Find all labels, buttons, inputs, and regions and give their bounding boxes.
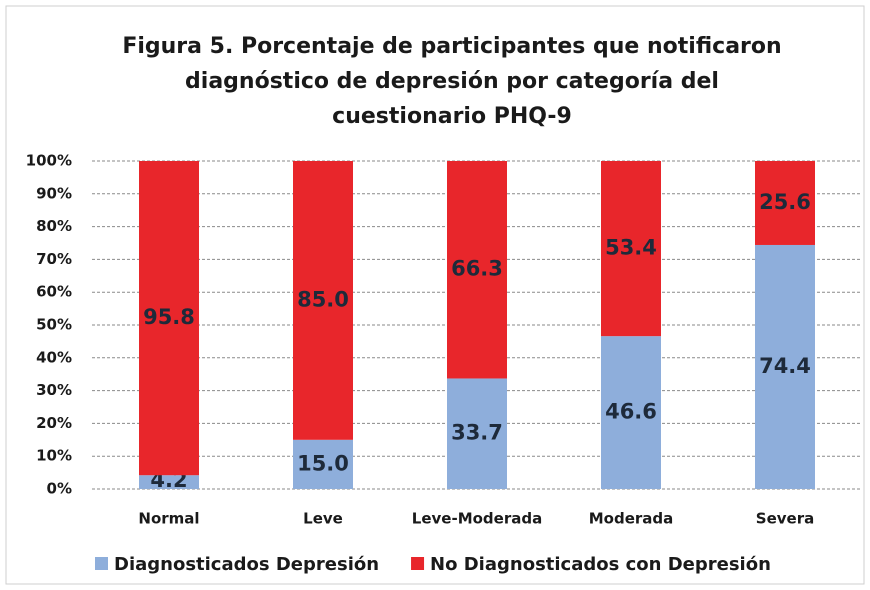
data-label: 66.3 [451, 257, 503, 281]
y-tick-label: 10% [36, 447, 72, 465]
bar-segment [139, 475, 199, 489]
y-tick-label: 0% [47, 480, 72, 498]
x-tick-label: Leve [303, 510, 343, 528]
y-tick-label: 60% [36, 283, 72, 301]
data-label: 53.4 [605, 236, 657, 260]
bar-segment [293, 439, 353, 489]
legend-swatch [95, 557, 108, 570]
data-label: 95.8 [143, 305, 195, 329]
legend-label: No Diagnosticados con Depresión [430, 554, 771, 575]
legend-swatch [411, 557, 425, 570]
bar-segment [139, 161, 199, 476]
y-tick-label: 30% [36, 381, 72, 399]
bar-segment [755, 161, 815, 245]
bar-segment [293, 161, 353, 440]
y-tick-label: 90% [36, 184, 72, 202]
data-label: 74.4 [759, 354, 811, 378]
bar-segment [447, 378, 507, 489]
y-tick-label: 20% [36, 414, 72, 432]
bar-segment [601, 161, 661, 337]
bar-segment [755, 244, 815, 489]
y-tick-label: 40% [36, 348, 72, 366]
data-label: 46.6 [605, 400, 657, 424]
x-tick-label: Severa [756, 510, 814, 528]
chart-title: diagnóstico de depresión por categoría d… [185, 69, 719, 94]
y-tick-label: 70% [36, 250, 72, 268]
chart-title: cuestionario PHQ-9 [332, 104, 572, 129]
data-label: 85.0 [297, 287, 349, 311]
x-tick-label: Moderada [589, 510, 674, 528]
data-label: 25.6 [759, 190, 811, 214]
chart-title: Figura 5. Porcentaje de participantes qu… [122, 34, 781, 59]
legend-label: Diagnosticados Depresión [114, 554, 379, 575]
x-tick-label: Normal [138, 510, 199, 528]
y-tick-label: 50% [36, 316, 72, 334]
data-label: 15.0 [297, 451, 349, 475]
x-tick-label: Leve-Moderada [412, 510, 542, 528]
data-label: 33.7 [451, 421, 503, 445]
y-tick-label: 100% [26, 152, 72, 170]
bar-segment [447, 161, 507, 379]
y-tick-label: 80% [36, 217, 72, 235]
bar-segment [601, 336, 661, 489]
